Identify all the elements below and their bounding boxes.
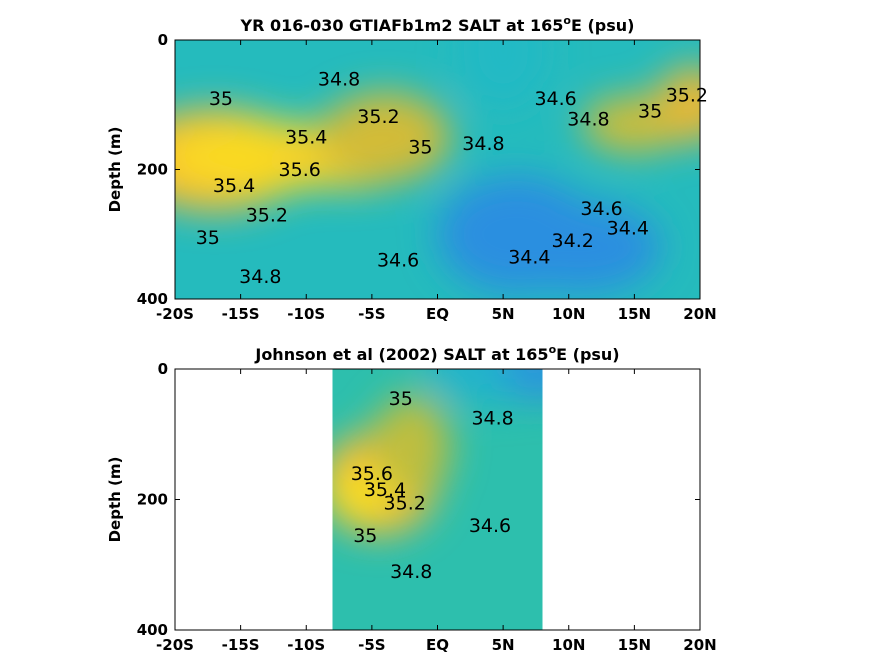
contour-label: 34.8 [567, 108, 609, 130]
salinity-patch [654, 65, 700, 144]
x-tick-label: 20N [683, 636, 716, 654]
contour-label: 34.8 [318, 68, 360, 90]
x-tick-label: EQ [426, 305, 449, 323]
x-tick-label: 10N [552, 305, 585, 323]
contour-label: 34.8 [390, 561, 432, 583]
contour-label: 34.6 [534, 88, 576, 110]
y-tick-label: 400 [137, 621, 168, 639]
x-tick-label: -10S [287, 305, 325, 323]
contour-label: 34.8 [239, 266, 281, 288]
contour-label: 35.4 [285, 127, 327, 149]
x-tick-label: -5S [358, 305, 385, 323]
salinity-patch [503, 369, 543, 402]
salinity-field [175, 40, 700, 299]
contour-label: 35.2 [384, 492, 426, 514]
y-axis-label: Depth (m) [106, 457, 124, 543]
y-tick-label: 400 [137, 290, 168, 308]
contour-label: 34.4 [508, 246, 550, 268]
y-tick-label: 200 [137, 491, 168, 509]
x-tick-label: 15N [618, 636, 651, 654]
x-tick-label: -20S [156, 305, 194, 323]
contour-label: 34.4 [607, 217, 649, 239]
contour-label: 35 [389, 388, 413, 410]
salinity-field [332, 369, 543, 630]
contour-label: 34.6 [377, 250, 419, 272]
contour-label: 35.2 [357, 106, 399, 128]
x-tick-label: -15S [222, 305, 260, 323]
contour-label: 34.6 [580, 198, 622, 220]
top-contour-panel: YR 016-030 GTIAFb1m2 SALT at 165oE (psu)… [106, 14, 717, 323]
salinity-patch [503, 201, 661, 293]
salinity-patch [457, 40, 550, 108]
y-axis-label: Depth (m) [106, 127, 124, 213]
panel-title: YR 016-030 GTIAFb1m2 SALT at 165oE (psu) [240, 14, 635, 35]
x-tick-label: -20S [156, 636, 194, 654]
panel-title: Johnson et al (2002) SALT at 165oE (psu) [254, 343, 619, 364]
x-tick-label: 10N [552, 636, 585, 654]
y-tick-label: 0 [158, 31, 168, 49]
x-tick-label: 20N [683, 305, 716, 323]
x-tick-label: -5S [358, 636, 385, 654]
contour-label: 35.4 [364, 479, 406, 501]
contour-label: 35 [353, 525, 377, 547]
bottom-contour-panel: Johnson et al (2002) SALT at 165oE (psu)… [106, 343, 717, 654]
x-tick-label: EQ [426, 636, 449, 654]
x-tick-label: 15N [618, 305, 651, 323]
contour-label: 35.4 [213, 175, 255, 197]
contour-label: 34.8 [471, 407, 513, 429]
x-tick-label: 5N [492, 305, 515, 323]
x-tick-label: -15S [222, 636, 260, 654]
salinity-patch [371, 395, 451, 500]
contour-label: 34.6 [469, 515, 511, 537]
contour-label: 35.6 [279, 159, 321, 181]
y-tick-label: 0 [158, 360, 168, 378]
x-tick-label: -10S [287, 636, 325, 654]
y-tick-label: 200 [137, 161, 168, 179]
contour-label: 35 [638, 101, 662, 123]
x-tick-label: 5N [492, 636, 515, 654]
contour-label: 34.8 [462, 133, 504, 155]
contour-label: 35.2 [246, 204, 288, 226]
salinity-patch [319, 91, 451, 183]
contour-label: 35 [209, 88, 233, 110]
contour-label: 35 [408, 136, 432, 158]
contour-label: 35.2 [666, 85, 708, 107]
contour-label: 34.2 [552, 230, 594, 252]
contour-label: 35.6 [351, 463, 393, 485]
contour-label: 35 [196, 227, 220, 249]
